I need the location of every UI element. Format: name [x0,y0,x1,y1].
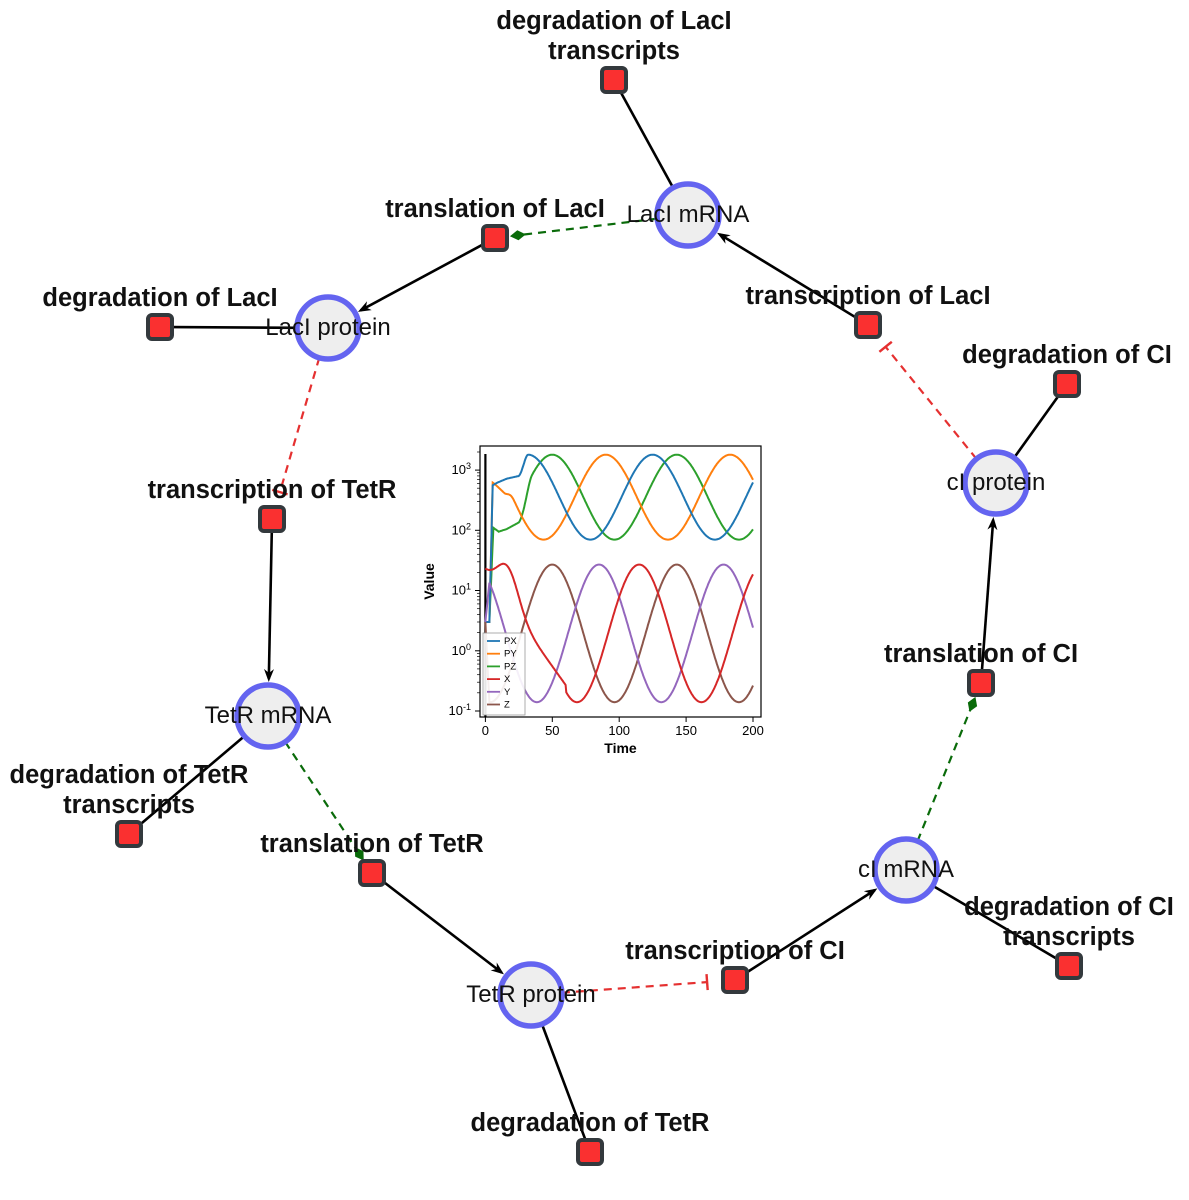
svg-text:Time: Time [604,740,637,756]
svg-text:PZ: PZ [504,661,516,672]
svg-text:Y: Y [504,687,511,698]
svg-text:X: X [504,674,511,685]
svg-text:102: 102 [452,521,471,537]
svg-text:PY: PY [504,649,517,660]
svg-text:103: 103 [452,461,471,477]
svg-text:150: 150 [675,723,697,738]
svg-text:200: 200 [742,723,764,738]
svg-text:PX: PX [504,636,517,647]
svg-text:Z: Z [504,700,510,711]
svg-text:100: 100 [608,723,630,738]
svg-text:101: 101 [452,582,471,598]
svg-text:50: 50 [545,723,559,738]
svg-text:0: 0 [482,723,489,738]
svg-text:100: 100 [452,642,471,658]
svg-text:10-1: 10-1 [449,702,471,718]
svg-text:Value: Value [421,563,437,600]
